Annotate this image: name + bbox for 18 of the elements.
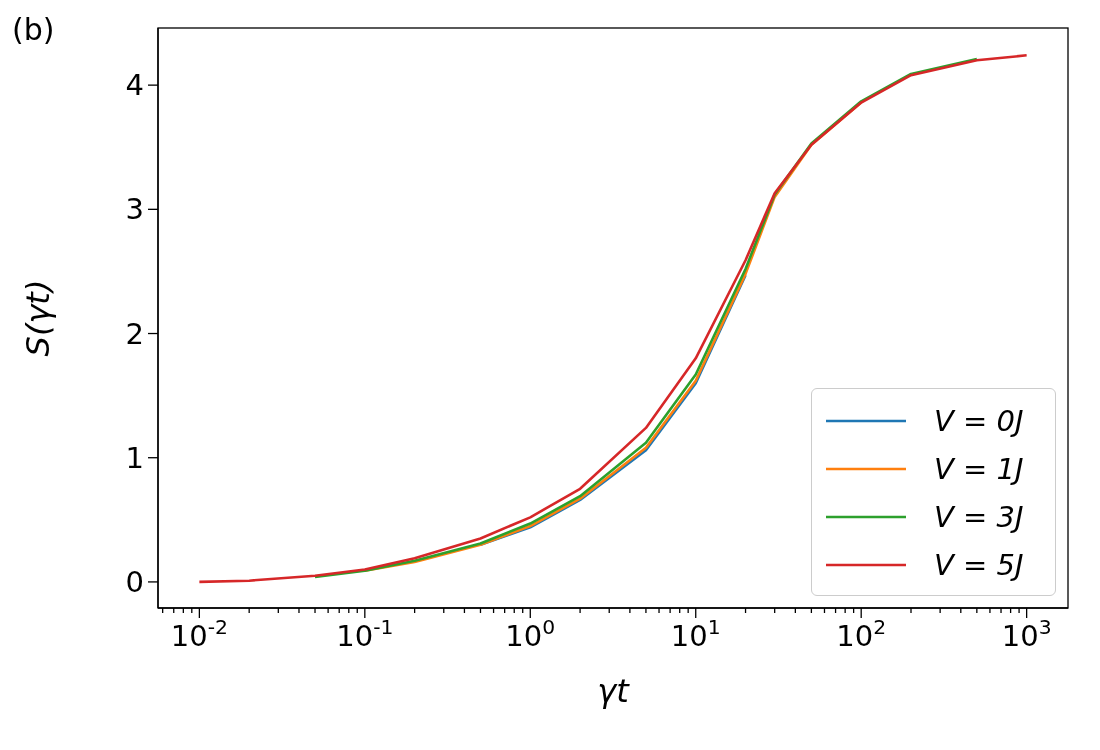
- legend-label: V = 1J: [934, 452, 1024, 486]
- text: (b): [12, 12, 55, 47]
- y-axis-title: S(γt): [19, 279, 57, 357]
- x-tick-label: 10$^{-2}$: [170, 615, 228, 653]
- y-tick-label: 4: [125, 68, 144, 103]
- x-tick-label: 10$^{-1}$: [336, 615, 394, 653]
- x-tick-label: 10$^{2}$: [836, 615, 887, 653]
- legend-label: V = 5J: [934, 548, 1024, 582]
- x-axis-title: γt: [596, 672, 631, 710]
- y-tick-label: 0: [125, 564, 144, 599]
- x-tick-label: 10$^{1}$: [670, 615, 721, 653]
- x-tick-label: 10$^{0}$: [505, 615, 556, 653]
- y-tick-label: 1: [125, 440, 144, 475]
- legend-label: V = 0J: [934, 404, 1024, 438]
- y-tick-label: 3: [125, 192, 144, 227]
- x-tick-label: 10$^{3}$: [1001, 615, 1052, 653]
- legend-label: V = 3J: [934, 500, 1024, 534]
- y-tick-label: 2: [125, 316, 144, 351]
